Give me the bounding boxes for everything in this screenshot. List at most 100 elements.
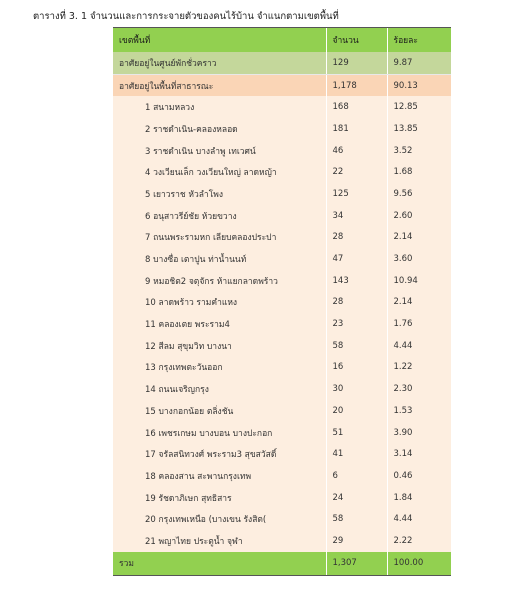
shelter-percent: 9.87 (386, 52, 451, 75)
district-count: 30 (325, 378, 387, 400)
district-count: 125 (325, 183, 387, 205)
district-row: 15 บางกอกน้อย ตลิ่งชัน 20 1.53 (113, 400, 451, 422)
district-name: 3 ราชดำเนิน บางลำพู เทเวศน์ (113, 139, 326, 162)
district-percent: 9.56 (386, 183, 451, 205)
district-name: 13 กรุงเทพตะวันออก (113, 356, 326, 379)
table-header-row: เขตพื้นที่ จำนวน ร้อยละ (113, 28, 451, 52)
district-row: 2 ราชดำเนิน-คลองหลอด 181 13.85 (113, 118, 451, 140)
table-bottom-rule (113, 575, 451, 576)
district-row: 20 กรุงเทพเหนือ (บางเขน รังสิต(58 4.44 (113, 508, 451, 531)
district-name: 1 สนามหลวง (113, 96, 326, 119)
district-row: 10 ลาดพร้าว รามคำแหง 28 2.14 (113, 291, 451, 314)
district-name: 17 จรัลสนิทวงศ์ พระราม3 สุขสวัสดิ์ (113, 443, 326, 466)
shelter-label: อาศัยอยู่ในศูนย์พักชั่วคราว (113, 52, 326, 75)
public-area-label: อาศัยอยู่ในพื้นที่สาธารณะ (113, 74, 326, 97)
district-percent: 2.14 (386, 291, 451, 314)
district-count: 58 (325, 334, 387, 357)
district-count: 24 (325, 486, 387, 509)
table-caption: ตารางที่ 3. 1 จำนวนและการกระจายตัวของคนไ… (33, 11, 339, 22)
district-percent: 1.22 (386, 356, 451, 379)
district-row: 6 อนุสาวรีย์ชัย ห้วยขวาง 34 2.60 (113, 204, 451, 227)
district-row: 7 ถนนพระรามหก เลียบคลองประปา 28 2.14 (113, 226, 451, 249)
shelter-count: 129 (325, 52, 387, 75)
public-area-percent: 90.13 (386, 74, 451, 97)
district-count: 28 (325, 291, 387, 314)
district-percent: 2.60 (386, 204, 451, 227)
district-count: 34 (325, 204, 387, 227)
district-row: 19 รัชดาภิเษก สุทธิสาร 24 1.84 (113, 486, 451, 509)
district-row: 3 ราชดำเนิน บางลำพู เทเวศน์ 46 3.52 (113, 139, 451, 162)
district-count: 28 (325, 226, 387, 249)
header-area: เขตพื้นที่ (113, 28, 326, 52)
district-row: 12 สีลม สุขุมวิท บางนา 58 4.44 (113, 334, 451, 357)
header-count: จำนวน (325, 28, 387, 52)
district-name: 4 วงเวียนเล็ก วงเวียนใหญ่ ลาดหญ้า (113, 161, 326, 184)
district-percent: 13.85 (386, 118, 451, 140)
district-percent: 4.44 (386, 334, 451, 357)
table-top-rule (113, 27, 451, 28)
district-row: 16 เพชรเกษม บางบอน บางปะกอก 51 3.90 (113, 421, 451, 444)
district-name: 12 สีลม สุขุมวิท บางนา (113, 334, 326, 357)
district-count: 16 (325, 356, 387, 379)
district-count: 46 (325, 139, 387, 162)
district-count: 29 (325, 530, 387, 552)
district-count: 58 (325, 508, 387, 531)
district-count: 51 (325, 421, 387, 444)
district-row: 21 พญาไทย ประตูน้ำ จุฬา 29 2.22 (113, 530, 451, 552)
district-count: 47 (325, 248, 387, 270)
header-percent: ร้อยละ (386, 28, 451, 52)
district-name: 21 พญาไทย ประตูน้ำ จุฬา (113, 530, 326, 552)
district-row: 17 จรัลสนิทวงศ์ พระราม3 สุขสวัสดิ์ 41 3.14 (113, 443, 451, 466)
district-percent: 2.30 (386, 378, 451, 400)
shelter-row: อาศัยอยู่ในศูนย์พักชั่วคราว 129 9.87 (113, 52, 451, 75)
district-name: 14 ถนนเจริญกรุง (113, 378, 326, 400)
district-row: 8 บางซื่อ เตาปูน ท่าน้ำนนท์ 47 3.60 (113, 248, 451, 270)
district-name: 6 อนุสาวรีย์ชัย ห้วยขวาง (113, 204, 326, 227)
district-name: 5 เยาวราช หัวลำโพง (113, 183, 326, 205)
total-label: รวม (113, 551, 326, 575)
public-area-row: อาศัยอยู่ในพื้นที่สาธารณะ 1,178 90.13 (113, 74, 451, 97)
district-name: 11 คลองเตย พระราม4 (113, 313, 326, 335)
district-name: 19 รัชดาภิเษก สุทธิสาร (113, 486, 326, 509)
district-percent: 3.90 (386, 421, 451, 444)
district-percent: 0.46 (386, 465, 451, 487)
district-percent: 3.14 (386, 443, 451, 466)
district-name: 10 ลาดพร้าว รามคำแหง (113, 291, 326, 314)
district-name: 2 ราชดำเนิน-คลองหลอด (113, 118, 326, 140)
district-percent: 12.85 (386, 96, 451, 119)
district-count: 6 (325, 465, 387, 487)
total-percent: 100.00 (386, 551, 451, 575)
district-percent: 2.22 (386, 530, 451, 552)
district-row: 13 กรุงเทพตะวันออก 16 1.22 (113, 356, 451, 379)
district-percent: 1.76 (386, 313, 451, 335)
district-name: 8 บางซื่อ เตาปูน ท่าน้ำนนท์ (113, 248, 326, 270)
district-percent: 3.52 (386, 139, 451, 162)
district-percent: 4.44 (386, 508, 451, 531)
district-count: 143 (325, 269, 387, 292)
district-row: 4 วงเวียนเล็ก วงเวียนใหญ่ ลาดหญ้า 22 1.68 (113, 161, 451, 184)
homeless-distribution-table: เขตพื้นที่ จำนวน ร้อยละ อาศัยอยู่ในศูนย์… (113, 28, 451, 575)
district-row: 18 คลองสาน สะพานกรุงเทพ 6 0.46 (113, 465, 451, 487)
district-percent: 1.53 (386, 400, 451, 422)
total-count: 1,307 (325, 551, 387, 575)
district-row: 5 เยาวราช หัวลำโพง 125 9.56 (113, 183, 451, 205)
district-rows: 1 สนามหลวง 168 12.85 2 ราชดำเนิน-คลองหลอด 18… (113, 96, 451, 552)
district-row: 11 คลองเตย พระราม4 23 1.76 (113, 313, 451, 335)
district-count: 23 (325, 313, 387, 335)
district-percent: 3.60 (386, 248, 451, 270)
district-percent: 2.14 (386, 226, 451, 249)
district-count: 22 (325, 161, 387, 184)
district-name: 18 คลองสาน สะพานกรุงเทพ (113, 465, 326, 487)
district-percent: 1.68 (386, 161, 451, 184)
total-row: รวม 1,307 100.00 (113, 551, 451, 575)
district-name: 9 หมอชิต2 จตุจักร ห้าแยกลาดพร้าว (113, 269, 326, 292)
district-count: 20 (325, 400, 387, 422)
public-area-count: 1,178 (325, 74, 387, 97)
district-row: 14 ถนนเจริญกรุง 30 2.30 (113, 378, 451, 400)
district-name: 20 กรุงเทพเหนือ (บางเขน รังสิต( (113, 508, 326, 531)
district-count: 181 (325, 118, 387, 140)
district-row: 1 สนามหลวง 168 12.85 (113, 96, 451, 119)
district-name: 7 ถนนพระรามหก เลียบคลองประปา (113, 226, 326, 249)
district-name: 16 เพชรเกษม บางบอน บางปะกอก (113, 421, 326, 444)
district-row: 9 หมอชิต2 จตุจักร ห้าแยกลาดพร้าว 143 10.94 (113, 269, 451, 292)
